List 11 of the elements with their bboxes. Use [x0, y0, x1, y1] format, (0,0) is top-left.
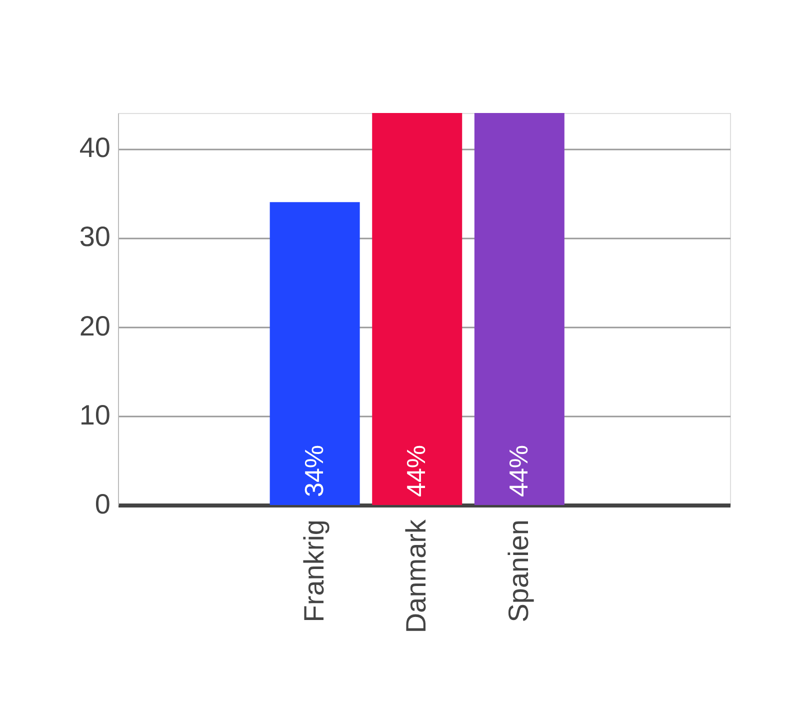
y-tick-label: 30 — [79, 221, 110, 252]
y-tick-label: 40 — [79, 132, 110, 164]
x-tick-label: Frankrig — [298, 520, 330, 622]
data-label: 44% — [503, 444, 534, 497]
y-tick-label: 20 — [79, 310, 110, 342]
y-tick-label: 0 — [94, 488, 110, 520]
data-label: 44% — [401, 444, 432, 497]
y-tick-label: 10 — [79, 399, 110, 430]
x-tick-label: Danmark — [400, 518, 432, 634]
data-label: 34% — [298, 444, 329, 497]
x-tick-label: Spanien — [502, 520, 534, 622]
